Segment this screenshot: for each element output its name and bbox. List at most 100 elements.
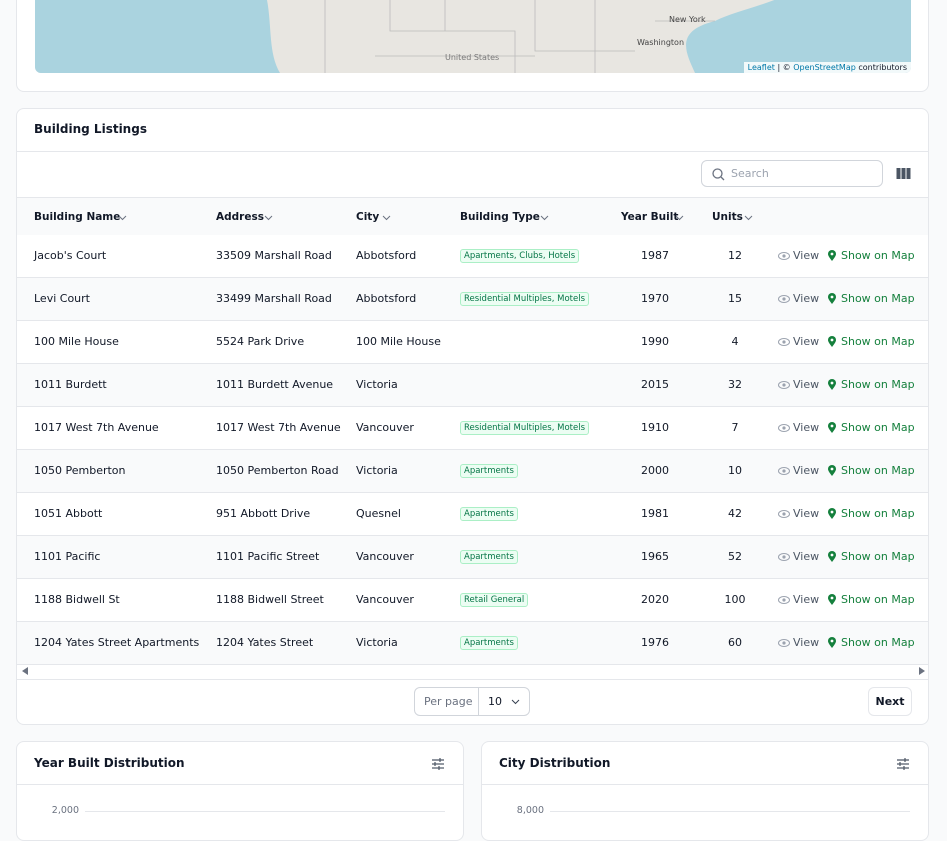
- eye-icon: [778, 596, 790, 604]
- cell: 1970: [641, 292, 669, 305]
- cell: Vancouver: [356, 421, 414, 434]
- cell: 1011 Burdett Avenue: [216, 378, 334, 391]
- cell: 12: [728, 249, 742, 262]
- cell: Victoria: [356, 378, 398, 391]
- sort-icon: [118, 215, 127, 221]
- cell: 10: [728, 464, 742, 477]
- borders: [324, 0, 715, 73]
- attribution: Leaflet | © OpenStreetMap contributors: [743, 62, 911, 73]
- table-row: 1017 West 7th Avenue 1017 West 7th Avenue…: [17, 407, 928, 450]
- pin-icon: [828, 508, 836, 519]
- eye-icon: [778, 424, 790, 432]
- map-label: New York: [669, 15, 706, 24]
- label: Show on Map: [841, 464, 915, 477]
- pin-icon: [828, 422, 836, 433]
- cell: 951 Abbott Drive: [216, 507, 311, 520]
- cell: Abbotsford: [356, 249, 417, 262]
- separator: [478, 688, 479, 715]
- settings-icon[interactable]: [431, 757, 445, 771]
- sort-icon: [264, 215, 273, 221]
- pin-icon: [828, 637, 836, 648]
- cell: 1050 Pemberton Road: [216, 464, 339, 477]
- grid-line: [85, 811, 445, 812]
- cell: 1965: [641, 550, 669, 563]
- link[interactable]: OpenStreetMap: [793, 63, 856, 72]
- column-header[interactable]: Building Type: [460, 211, 540, 223]
- link[interactable]: Leaflet: [747, 63, 775, 72]
- pin-icon: [828, 336, 836, 347]
- ocean: [35, 0, 280, 73]
- label: Show on Map: [841, 249, 915, 262]
- label: View: [793, 421, 820, 434]
- cell: 1101 Pacific: [34, 550, 101, 563]
- scrollbar[interactable]: [17, 664, 928, 679]
- chevron: [511, 699, 520, 705]
- column-header[interactable]: Year Built: [621, 211, 679, 223]
- column-header[interactable]: Address: [216, 211, 264, 223]
- eye-icon: [778, 639, 790, 647]
- type-tag: Apartments: [460, 507, 518, 521]
- cell: 1101 Pacific Street: [216, 550, 320, 563]
- column-header[interactable]: Units: [712, 211, 743, 223]
- map[interactable]: New York Washington United States Leafle…: [35, 0, 911, 73]
- cell: Abbotsford: [356, 292, 417, 305]
- eye-icon: [778, 295, 790, 303]
- type-tag: Retail General: [460, 593, 529, 607]
- eye-icon: [778, 553, 790, 561]
- cell: 1017 West 7th Avenue: [216, 421, 341, 434]
- map-label: Washington: [637, 38, 685, 47]
- label: View: [793, 507, 820, 520]
- pin-icon: [828, 465, 836, 476]
- sort-icon: [744, 215, 753, 221]
- label: Show on Map: [841, 550, 915, 563]
- label: View: [793, 636, 820, 649]
- label: Show on Map: [841, 507, 915, 520]
- scroll-arrows: [22, 667, 925, 675]
- pin-icon: [828, 250, 836, 261]
- y-tick-label: 2,000: [51, 805, 79, 816]
- next-button[interactable]: Next: [868, 687, 912, 716]
- divider: [482, 784, 928, 785]
- columns-button[interactable]: [896, 167, 911, 180]
- search-input[interactable]: Search: [701, 160, 883, 187]
- cell: 1910: [641, 421, 669, 434]
- map-card: New York Washington United States Leafle…: [16, 0, 929, 92]
- cell: 15: [728, 292, 742, 305]
- cell: 32: [728, 378, 742, 391]
- divider: [17, 151, 928, 152]
- column-header[interactable]: Building Name: [34, 211, 121, 223]
- label: View: [793, 378, 820, 391]
- text: contributors: [858, 63, 907, 72]
- table-row: 1051 Abbott 951 Abbott Drive Quesnel Apartm…: [17, 493, 928, 536]
- type-tag: Residential Multiples, Motels: [460, 421, 590, 435]
- label: Show on Map: [841, 636, 915, 649]
- label: Show on Map: [841, 292, 915, 305]
- cell: 5524 Park Drive: [216, 335, 305, 348]
- cell: 1011 Burdett: [34, 378, 107, 391]
- table-row: 1050 Pemberton 1050 Pemberton Road Victori…: [17, 450, 928, 493]
- pin-icon: [828, 551, 836, 562]
- table-row: 1188 Bidwell St 1188 Bidwell Street Vancou…: [17, 579, 928, 622]
- chart-card: Year Built Distribution 2,000: [16, 741, 464, 841]
- type-tag: Apartments, Clubs, Hotels: [460, 249, 580, 263]
- label: Show on Map: [841, 593, 915, 606]
- label: Next: [875, 695, 905, 708]
- cell: 1204 Yates Street Apartments: [34, 636, 200, 649]
- column-header[interactable]: City: [356, 211, 380, 223]
- label: View: [793, 464, 820, 477]
- eye-icon: [778, 510, 790, 518]
- label: View: [793, 593, 820, 606]
- table-row: 1101 Pacific 1101 Pacific Street Vancouver…: [17, 536, 928, 579]
- cell: 7: [731, 421, 739, 434]
- cell: 1204 Yates Street: [216, 636, 314, 649]
- label: View: [793, 249, 820, 262]
- cell: Victoria: [356, 464, 398, 477]
- label: View: [793, 292, 820, 305]
- per-page-select[interactable]: Per page 10: [414, 687, 530, 716]
- label: Show on Map: [841, 378, 915, 391]
- cell: 1981: [641, 507, 669, 520]
- type-tag: Apartments: [460, 636, 518, 650]
- cell: 60: [728, 636, 742, 649]
- settings-icon[interactable]: [896, 757, 910, 771]
- cell: 1017 West 7th Avenue: [34, 421, 159, 434]
